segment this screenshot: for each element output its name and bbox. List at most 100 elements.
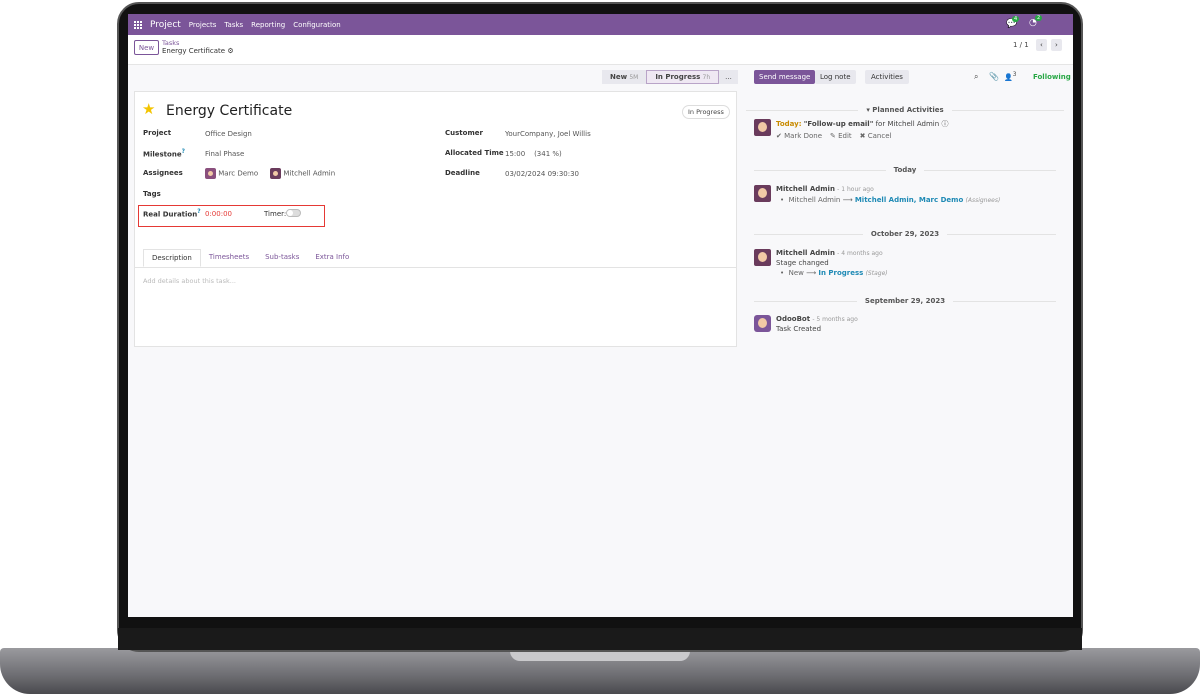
activities-badge: 2 — [1035, 15, 1043, 21]
info-icon[interactable]: ⓘ — [941, 120, 949, 128]
notebook-tabs: Description Timesheets Sub-tasks Extra I… — [143, 249, 357, 267]
new-button[interactable]: New — [134, 40, 159, 55]
old-value: New — [788, 269, 804, 277]
message-author: OdooBot — [776, 315, 811, 323]
assignee-tag[interactable]: Mitchell Admin — [270, 168, 335, 179]
activity-date: Today: — [776, 120, 802, 128]
tracked-field: (Stage) — [865, 270, 888, 277]
message-time: - 5 months ago — [812, 316, 858, 323]
stage-new[interactable]: New 5M — [602, 70, 647, 84]
message-time: - 4 months ago — [837, 250, 883, 257]
menu-reporting[interactable]: Reporting — [251, 20, 286, 29]
tabs-divider — [135, 267, 736, 268]
edit-label: Edit — [838, 132, 852, 140]
search-icon[interactable]: ⌕ — [974, 72, 979, 81]
breadcrumb-tasks[interactable]: Tasks — [162, 39, 180, 47]
avatar — [205, 168, 216, 179]
menu-configuration[interactable]: Configuration — [293, 20, 341, 29]
following-button[interactable]: Following — [1033, 73, 1071, 81]
customer-label: Customer — [445, 129, 483, 137]
allocated-time-label: Allocated Time — [445, 149, 504, 157]
assignees-label: Assignees — [143, 169, 183, 177]
send-message-button[interactable]: Send message — [754, 70, 816, 84]
activities-button[interactable]: Activities — [865, 70, 909, 84]
message: Mitchell Admin - 4 months ago Stage chan… — [754, 249, 1064, 277]
date-separator: October 29, 2023 — [754, 230, 1056, 238]
message-author: Mitchell Admin — [776, 185, 835, 193]
real-duration-value: 0:00:00 — [205, 210, 232, 218]
planned-activities-header[interactable]: ▾ Planned Activities — [746, 106, 1064, 114]
tab-timesheets[interactable]: Timesheets — [208, 253, 250, 261]
message-author: Mitchell Admin — [776, 249, 835, 257]
date-separator: September 29, 2023 — [754, 297, 1056, 305]
paperclip-icon[interactable]: 📎 — [989, 72, 999, 81]
task-title[interactable]: Energy Certificate — [166, 103, 293, 119]
description-editor[interactable]: Add details about this task... — [143, 277, 236, 285]
allocated-time-field[interactable]: 15:00 (341 %) — [505, 150, 562, 158]
cancel-button[interactable]: ✖ Cancel — [859, 132, 892, 140]
pager-prev-button[interactable]: ‹ — [1036, 39, 1047, 51]
customer-field[interactable]: YourCompany, Joel Willis — [505, 130, 591, 138]
assignee-name: Mitchell Admin — [283, 169, 336, 178]
activity-summary: "Follow-up email" — [803, 120, 874, 128]
assignee-tag[interactable]: Marc Demo — [205, 168, 258, 179]
pager-next-button[interactable]: › — [1051, 39, 1062, 51]
planned-header-label: Planned Activities — [872, 106, 944, 114]
messages-icon[interactable]: 💬 4 — [1006, 16, 1020, 29]
control-panel: New Tasks Energy Certificate ⚙ 1 / 1 ‹ › — [128, 35, 1073, 65]
menu-tasks[interactable]: Tasks — [224, 20, 244, 29]
planned-activity: Today: "Follow-up email" for Mitchell Ad… — [754, 119, 1064, 140]
deadline-field[interactable]: 03/02/2024 09:30:30 — [505, 170, 580, 178]
avatar — [754, 185, 771, 202]
tab-sub-tasks[interactable]: Sub-tasks — [265, 253, 300, 261]
mark-done-label: Mark Done — [784, 132, 822, 140]
milestone-label-text: Milestone — [143, 150, 182, 159]
top-navbar: Project Projects Tasks Reporting Configu… — [128, 14, 1073, 35]
stage-badge: In Progress — [682, 105, 730, 119]
assignee-name: Marc Demo — [218, 169, 259, 178]
cancel-label: Cancel — [867, 132, 892, 140]
stage-in-progress[interactable]: In Progress 7h — [646, 70, 720, 84]
toggle-knob — [287, 210, 293, 216]
real-duration-label-text: Real Duration — [143, 210, 198, 219]
avatar — [754, 119, 771, 136]
log-note-button[interactable]: Log note — [815, 70, 856, 84]
timer-label: Timer: — [264, 210, 287, 218]
tab-extra-info[interactable]: Extra Info — [315, 253, 350, 261]
stage-time: 7h — [702, 74, 711, 81]
activities-icon[interactable]: ◔ 2 — [1029, 15, 1043, 28]
milestone-field[interactable]: Final Phase — [205, 150, 245, 158]
followers-button[interactable]: 👤3 — [1004, 72, 1017, 82]
gear-icon[interactable]: ⚙ — [227, 47, 234, 55]
new-value: Mitchell Admin, Marc Demo — [854, 196, 964, 204]
message: OdooBot - 5 months ago Task Created — [754, 315, 1064, 333]
new-value: In Progress — [818, 269, 864, 277]
messages-badge: 4 — [1012, 16, 1020, 22]
app-name[interactable]: Project — [150, 19, 181, 30]
task-form-sheet: ★ Energy Certificate In Progress Project… — [134, 91, 737, 347]
avatar — [270, 168, 282, 179]
stage-label: New — [610, 73, 628, 81]
stage-label: In Progress — [655, 73, 701, 81]
mark-done-button[interactable]: ✔ Mark Done — [776, 132, 822, 140]
priority-star-icon[interactable]: ★ — [142, 100, 156, 118]
real-duration-highlight — [138, 205, 325, 227]
assignees-field[interactable]: Marc Demo Mitchell Admin — [205, 168, 335, 179]
stage-statusbar: New 5M In Progress 7h ... — [602, 70, 738, 84]
stage-more-button[interactable]: ... — [719, 70, 738, 84]
deadline-label: Deadline — [445, 169, 480, 177]
edit-button[interactable]: ✎ Edit — [830, 132, 852, 140]
message: Mitchell Admin - 1 hour ago • Mitchell A… — [754, 185, 1064, 204]
tab-description[interactable]: Description — [143, 249, 201, 267]
timer-toggle[interactable] — [286, 209, 301, 217]
tags-label: Tags — [143, 190, 161, 198]
stage-time: 5M — [629, 74, 639, 81]
apps-menu-icon[interactable] — [134, 20, 142, 29]
real-duration-label: Real Duration? — [143, 209, 201, 219]
project-field[interactable]: Office Design — [205, 130, 252, 138]
odoobot-avatar — [754, 315, 771, 332]
activity-assignee: for Mitchell Admin — [875, 120, 940, 128]
breadcrumb-current: Energy Certificate ⚙ — [162, 47, 234, 55]
milestone-label: Milestone? — [143, 149, 185, 159]
menu-projects[interactable]: Projects — [188, 20, 217, 29]
